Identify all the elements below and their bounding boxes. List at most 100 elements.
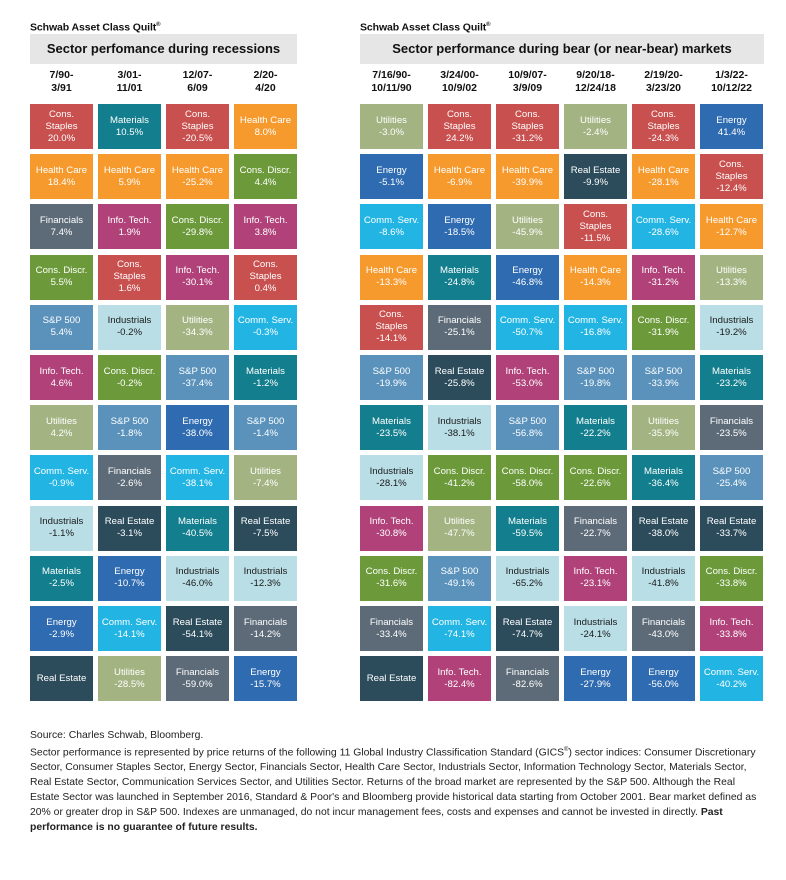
- return-value: 1.6%: [118, 283, 141, 295]
- return-value: -59.0%: [182, 678, 213, 690]
- return-value: -23.5%: [716, 427, 747, 439]
- return-value: 0.4%: [254, 283, 277, 295]
- sector-label: Real Estate: [502, 616, 553, 628]
- sector-label: Materials: [42, 566, 81, 578]
- return-value: -12.3%: [250, 578, 281, 590]
- return-value: 4.2%: [50, 427, 73, 439]
- sector-label: Energy: [182, 415, 213, 427]
- sector-label: Cons.: [582, 208, 609, 220]
- return-value: -31.2%: [648, 277, 679, 289]
- sector-label: Cons.: [650, 108, 677, 120]
- return-value: -38.1%: [182, 477, 213, 489]
- sector-label: Materials: [178, 516, 217, 528]
- period-header: 1/3/22- 10/12/22: [700, 69, 763, 95]
- sector-label: Financials: [573, 516, 618, 528]
- return-value: -15.7%: [250, 678, 281, 690]
- return-value: -24.3%: [648, 132, 679, 144]
- return-value: 7.4%: [50, 226, 73, 238]
- sector-label: Cons. Discr.: [569, 465, 622, 477]
- sector-label: Info. Tech.: [107, 214, 152, 226]
- quilt-cell-energy: Energy -27.9%: [564, 656, 627, 702]
- quilt-cell-health-care: Health Care -12.7%: [700, 204, 763, 250]
- sector-label: Cons.: [514, 108, 541, 120]
- quilt-cell-financials: Financials -43.0%: [632, 606, 695, 651]
- quilt-cell-info-tech: Info. Tech. -33.8%: [700, 606, 763, 651]
- period-header-line: 10/12/22: [711, 82, 752, 94]
- sector-label: Materials: [246, 365, 285, 377]
- quilt-cell-real-estate: Real Estate -7.5%: [234, 505, 297, 551]
- period-header-line: 3/91: [51, 82, 72, 94]
- sector-label: Info. Tech.: [641, 265, 686, 277]
- source-note: Source: Charles Schwab, Bloomberg.: [30, 730, 204, 741]
- return-value: -3.0%: [378, 126, 405, 138]
- sector-label: Real Estate: [366, 672, 417, 684]
- methodology-note: Sector performance is represented by pri…: [30, 747, 757, 834]
- quilt-cell-sandp-500: S&P 500 -1.4%: [234, 405, 297, 451]
- period-header: 9/20/18- 12/24/18: [564, 69, 627, 95]
- quilt-cell-cons-staples: Cons. Staples -20.5%: [166, 104, 229, 149]
- sector-label: Health Care: [365, 265, 418, 277]
- quilt-cell-health-care: Health Care -13.3%: [360, 254, 423, 300]
- sector-label: Comm. Serv.: [33, 465, 90, 477]
- sector-label: Cons.: [718, 158, 745, 170]
- period-header-line: 4/20: [255, 82, 276, 94]
- sector-label: Financials: [243, 616, 288, 628]
- quilt-cell-info-tech: Info. Tech. 1.9%: [98, 204, 161, 250]
- period-header-line: 10/11/90: [371, 82, 412, 94]
- quilt-cell-financials: Financials -33.4%: [360, 606, 423, 651]
- quilt-cell-cons-staples: Cons. Staples -11.5%: [564, 204, 627, 250]
- quilt-cell-comm-serv: Comm. Serv. -28.6%: [632, 204, 695, 250]
- return-value: -18.5%: [444, 226, 475, 238]
- return-value: -19.9%: [376, 377, 407, 389]
- sector-label: Real Estate: [706, 516, 757, 528]
- quilt-cell-utilities: Utilities -35.9%: [632, 405, 695, 451]
- quilt-cell-materials: Materials -1.2%: [234, 355, 297, 400]
- sector-label: Materials: [576, 415, 615, 427]
- sector-label: Materials: [110, 114, 149, 126]
- quilt-cell-real-estate: Real Estate -38.0%: [632, 505, 695, 551]
- quilt-cell-financials: Financials -59.0%: [166, 656, 229, 702]
- quilt-cell-health-care: Health Care 8.0%: [234, 104, 297, 149]
- sector-label: S&P 500: [712, 465, 751, 477]
- quilt-cell-comm-serv: Comm. Serv. -38.1%: [166, 455, 229, 501]
- quilt-cell-materials: Materials 10.5%: [98, 104, 161, 149]
- sector-label: Real Estate: [570, 164, 621, 176]
- sector-label: Utilities: [114, 666, 145, 678]
- period-header-line: 3/24/00-: [440, 69, 479, 81]
- return-value: -33.9%: [648, 377, 679, 389]
- sector-label: Cons. Discr.: [365, 566, 418, 578]
- quilt-cell-sandp-500: S&P 500 -37.4%: [166, 355, 229, 400]
- return-value: -56.8%: [512, 427, 543, 439]
- sector-label: Staples: [715, 170, 748, 182]
- quilt-cell-energy: Energy -46.8%: [496, 254, 559, 300]
- return-value: -7.4%: [252, 477, 279, 489]
- return-value: -41.8%: [648, 578, 679, 590]
- return-value: -46.8%: [512, 277, 543, 289]
- return-value: -1.2%: [252, 377, 279, 389]
- sector-label: Real Estate: [36, 672, 87, 684]
- sector-label: Staples: [45, 120, 78, 132]
- sector-label: Cons.: [184, 108, 211, 120]
- return-value: -5.1%: [378, 176, 405, 188]
- sector-label: S&P 500: [576, 365, 615, 377]
- period-header-line: 7/16/90-: [372, 69, 411, 81]
- sector-label: Industrials: [107, 315, 152, 327]
- period-header-line: 12/07-: [182, 69, 213, 81]
- sector-label: Info. Tech.: [243, 214, 288, 226]
- quilt-cell-health-care: Health Care 5.9%: [98, 154, 161, 200]
- return-value: -40.2%: [716, 678, 747, 690]
- period-header: 2/20- 4/20: [234, 69, 297, 95]
- quilt-cell-industrials: Industrials -12.3%: [234, 555, 297, 601]
- quilt-cell-real-estate: Real Estate -33.7%: [700, 505, 763, 551]
- quilt-cell-industrials: Industrials -28.1%: [360, 455, 423, 501]
- quilt-cell-info-tech: Info. Tech. 3.8%: [234, 204, 297, 250]
- return-value: 18.4%: [47, 176, 76, 188]
- sector-label: Financials: [709, 415, 754, 427]
- return-value: -7.5%: [252, 528, 279, 540]
- quilt-cell-real-estate: Real Estate -25.8%: [428, 355, 491, 400]
- quilt-cell-cons-discr: Cons. Discr. 5.5%: [30, 254, 93, 300]
- quilt-cell-health-care: Health Care 18.4%: [30, 154, 93, 200]
- quilt-cell-financials: Financials -23.5%: [700, 405, 763, 451]
- sector-label: Energy: [114, 566, 145, 578]
- sector-label: Comm. Serv.: [237, 315, 294, 327]
